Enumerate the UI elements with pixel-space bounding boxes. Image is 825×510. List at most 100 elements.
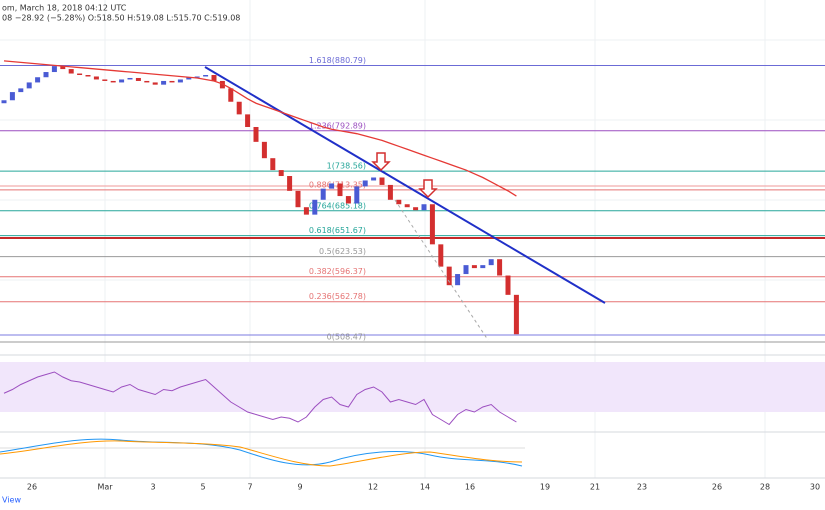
candles (1, 66, 519, 335)
x-tick-label: 9 (297, 483, 302, 492)
candle (236, 101, 242, 115)
candle (110, 80, 116, 83)
header-quote: 08 −28.92 (−5.28%) O:518.50 H:519.08 L:5… (2, 14, 240, 23)
x-tick-label: 26 (712, 483, 722, 492)
x-tick-label: 28 (760, 483, 770, 492)
candle (303, 207, 309, 215)
candle (152, 82, 158, 85)
candle (253, 126, 259, 142)
candle (43, 72, 49, 78)
candle (513, 294, 519, 335)
x-tick-label: 3 (150, 483, 155, 492)
candle (413, 207, 419, 211)
candle (135, 77, 141, 81)
arrow (418, 179, 438, 199)
fib-label: 1.618(880.79) (309, 56, 366, 65)
trend-line (204, 66, 606, 304)
x-tick-label: 26 (27, 483, 37, 492)
candle (270, 158, 276, 171)
candle (312, 199, 318, 215)
fib-label: 0(508.47) (327, 333, 366, 342)
candle (35, 77, 41, 83)
header-title: om, March 18, 2018 04:12 UTC (2, 4, 127, 13)
x-tick-label: 5 (200, 483, 205, 492)
candle (18, 88, 24, 93)
candle (102, 79, 108, 81)
candle (127, 77, 133, 80)
fib-label: 0.764(685.18) (309, 201, 366, 210)
fib-label: 0.382(596.37) (309, 267, 366, 276)
fib-levels: 1.618(880.79) 1.236(792.89) 1(738.56) 0.886… (0, 56, 825, 343)
candle (77, 73, 83, 76)
candle (387, 184, 393, 200)
candle (371, 177, 377, 181)
fib-label: 0.236(562.78) (309, 292, 366, 301)
x-tick-label: 19 (540, 483, 550, 492)
candle (245, 114, 251, 127)
x-tick-label: 12 (368, 483, 378, 492)
moving-average (3, 60, 517, 197)
candle (471, 265, 477, 269)
candle (362, 180, 368, 187)
candle (421, 204, 427, 211)
candle (60, 66, 66, 70)
fib-label: 0.886(713.35) (309, 180, 366, 189)
x-tick-label: 14 (420, 483, 430, 492)
candle (329, 183, 335, 189)
macd (0, 438, 525, 467)
candle (488, 259, 494, 266)
fib-label: 1(738.56) (327, 162, 366, 171)
x-tick-label: 23 (637, 483, 647, 492)
candle (228, 88, 234, 102)
candle (396, 199, 402, 205)
candle (9, 92, 15, 101)
candle (320, 188, 326, 200)
x-tick-label: 16 (465, 483, 475, 492)
candle (287, 176, 293, 191)
candle (219, 80, 225, 89)
candle (211, 75, 217, 81)
candle (497, 259, 503, 276)
fib-label: 0.5(623.53) (319, 247, 366, 256)
candle (463, 265, 469, 275)
candle (194, 76, 200, 78)
projection (394, 199, 489, 341)
candle (68, 69, 74, 74)
candle (505, 275, 511, 295)
candle (177, 79, 183, 83)
candle (446, 266, 452, 286)
candle (1, 100, 7, 104)
candle (203, 75, 209, 77)
candle (85, 75, 91, 77)
x-tick-label: 21 (590, 483, 600, 492)
x-tick-label: 7 (247, 483, 252, 492)
fib-label: 0.618(651.67) (309, 226, 366, 235)
candle (337, 183, 343, 197)
candle (429, 204, 435, 245)
candle (404, 204, 410, 208)
rsi-line (3, 371, 517, 426)
candle (455, 274, 461, 286)
candle (144, 80, 150, 83)
fib-label: 1.236(792.89) (309, 121, 366, 130)
candle (261, 141, 267, 159)
candle (161, 80, 167, 85)
candle (119, 79, 125, 83)
x-tick-label: Mar (97, 483, 113, 492)
candle (186, 77, 192, 80)
candle (169, 80, 175, 83)
x-tick-label: 30 (810, 483, 820, 492)
candle (354, 186, 360, 204)
footer: View (2, 496, 21, 505)
candle (345, 196, 351, 204)
candle (480, 265, 486, 269)
candle (93, 76, 99, 80)
candle (295, 190, 301, 208)
candle (51, 66, 57, 73)
candle (379, 177, 385, 185)
rsi-band (0, 362, 825, 412)
arrow (371, 152, 391, 172)
candle (26, 82, 32, 89)
candle (278, 170, 284, 177)
